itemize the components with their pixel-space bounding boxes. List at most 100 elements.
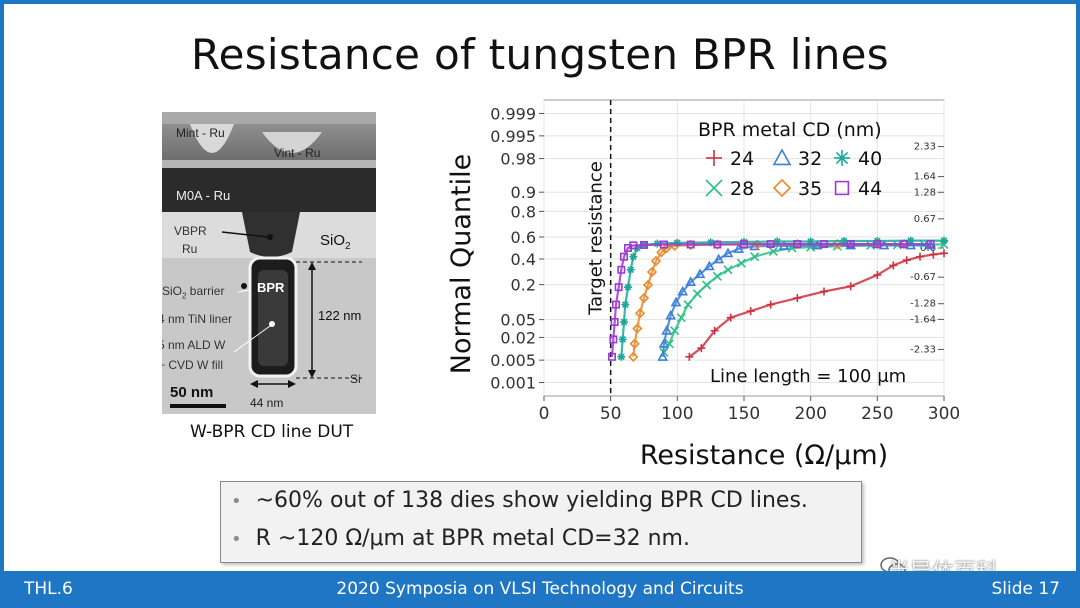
data-point-40 xyxy=(629,252,638,261)
data-point-44 xyxy=(620,252,629,261)
y-tick-label: 0.6 xyxy=(511,228,536,247)
data-point-24 xyxy=(846,282,855,291)
right-tick-label: -2.33 xyxy=(910,344,936,355)
tem-label-barrier: SiO2 barrier xyxy=(162,284,225,301)
data-point-32 xyxy=(685,276,697,286)
tem-label-m0a: M0A - Ru xyxy=(176,188,231,203)
x-tick-label: 100 xyxy=(661,404,693,424)
tem-image-graphic xyxy=(162,112,376,414)
data-point-28 xyxy=(712,271,722,281)
right-tick-label: -0.67 xyxy=(910,272,936,283)
y-tick-label: 0.005 xyxy=(490,351,536,370)
slide-title: Resistance of tungsten BPR lines xyxy=(191,30,889,79)
data-point-44 xyxy=(612,300,621,309)
data-point-40 xyxy=(940,236,948,245)
data-point-28 xyxy=(676,313,686,323)
bullet-item: • R ~120 Ω/μm at BPR metal CD=32 nm. xyxy=(231,526,690,551)
series-line-44 xyxy=(610,243,931,357)
data-point-40 xyxy=(618,335,627,344)
data-point-32 xyxy=(677,285,689,296)
chart-svg: 0.999 0.995 0.98 0.90.8 0.6 0.4 0.2 0.050.02 0.0… xyxy=(446,99,960,471)
y-tick-label: 0.05 xyxy=(500,311,536,330)
bullet-item: • ~60% out of 138 dies show yielding BPR … xyxy=(231,488,808,513)
footer-bar: THL.6 2020 Symposia on VLSI Technology a… xyxy=(4,571,1076,604)
data-point-24 xyxy=(916,252,924,261)
x-tick-label: 50 xyxy=(600,404,622,424)
data-point-44 xyxy=(713,240,722,249)
data-point-44 xyxy=(686,240,695,249)
data-point-24 xyxy=(820,287,828,296)
data-point-24 xyxy=(889,261,898,270)
data-point-44 xyxy=(899,240,908,249)
data-point-28 xyxy=(702,280,712,290)
data-point-24 xyxy=(793,294,802,303)
x-tick-label: 0 xyxy=(539,404,550,424)
bullet-box: • ~60% out of 138 dies show yielding BPR … xyxy=(220,481,862,563)
legend-label-24: 24 xyxy=(730,148,754,170)
image-caption: W-BPR CD line DUT xyxy=(190,422,354,442)
right-tick-label: 1.64 xyxy=(914,172,936,183)
data-point-44 xyxy=(766,240,775,249)
data-point-28 xyxy=(683,300,693,310)
legend-marker-40 xyxy=(834,150,850,166)
footer-conference: 2020 Symposia on VLSI Technology and Cir… xyxy=(336,579,744,599)
data-point-35 xyxy=(628,351,639,362)
bullet-text: ~60% out of 138 dies show yielding BPR C… xyxy=(255,488,808,513)
data-point-44 xyxy=(617,265,626,274)
bullet-dot: • xyxy=(231,529,242,550)
data-point-40 xyxy=(620,318,628,326)
data-point-40 xyxy=(840,237,848,246)
legend-label-44: 44 xyxy=(858,178,882,200)
y-tick-label: 0.2 xyxy=(511,276,536,295)
data-point-32 xyxy=(661,325,673,335)
data-point-40 xyxy=(617,352,626,361)
y-tick-label: 0.4 xyxy=(511,250,536,269)
data-point-32 xyxy=(658,338,670,348)
data-point-35 xyxy=(638,292,650,304)
tem-label-height: 122 nm xyxy=(318,308,362,323)
tem-label-fill-2: + CVD W fill xyxy=(162,358,224,372)
tem-label-vbpr: VBPR xyxy=(174,224,207,238)
footer-session: THL.6 xyxy=(24,579,73,599)
data-point-40 xyxy=(906,236,915,245)
right-tick-label: -1.64 xyxy=(910,314,936,325)
data-point-32 xyxy=(749,240,761,251)
data-point-44 xyxy=(640,240,649,249)
data-point-40 xyxy=(626,265,635,274)
data-point-35 xyxy=(656,247,667,258)
data-point-44 xyxy=(926,240,935,249)
data-point-32 xyxy=(713,253,725,264)
legend-title: BPR metal CD (nm) xyxy=(698,119,882,141)
data-point-28 xyxy=(768,246,778,257)
data-point-44 xyxy=(793,240,802,249)
bullet-text: R ~120 Ω/μm at BPR metal CD=32 nm. xyxy=(255,526,690,551)
right-tick-label: 2.33 xyxy=(914,142,936,153)
y-axis-title: Normal Quantile xyxy=(446,154,477,375)
data-point-28 xyxy=(670,326,680,336)
data-point-44 xyxy=(846,240,855,249)
right-tick-label: -1.28 xyxy=(910,299,936,310)
data-point-32 xyxy=(703,260,715,271)
data-point-28 xyxy=(750,252,760,262)
x-tick-label: 200 xyxy=(794,404,826,424)
data-point-40 xyxy=(624,283,632,292)
data-point-32 xyxy=(778,240,790,250)
data-point-28 xyxy=(692,289,702,299)
x-axis-title: Resistance (Ω/μm) xyxy=(640,440,888,471)
data-point-24 xyxy=(929,250,938,259)
chart-annotation: Line length = 100 μm xyxy=(710,366,906,387)
data-point-35 xyxy=(634,308,646,319)
data-point-35 xyxy=(650,255,662,267)
legend-label-35: 35 xyxy=(798,178,822,200)
legend-marker-24 xyxy=(706,150,722,166)
data-point-24 xyxy=(902,256,911,265)
resistance-chart: 0.999 0.995 0.98 0.9 0.8 0.6 0.4 0.2 0.05 0.02 0.0… xyxy=(440,94,960,479)
tem-scale-bar-label: 50 nm xyxy=(170,384,214,401)
y-tick-label: 0.98 xyxy=(500,150,536,169)
data-point-32 xyxy=(722,247,734,258)
data-point-32 xyxy=(657,351,669,361)
y-tick-label: 0.9 xyxy=(511,183,536,202)
data-point-44 xyxy=(629,241,638,250)
footer-slide-number: Slide 17 xyxy=(991,579,1060,599)
